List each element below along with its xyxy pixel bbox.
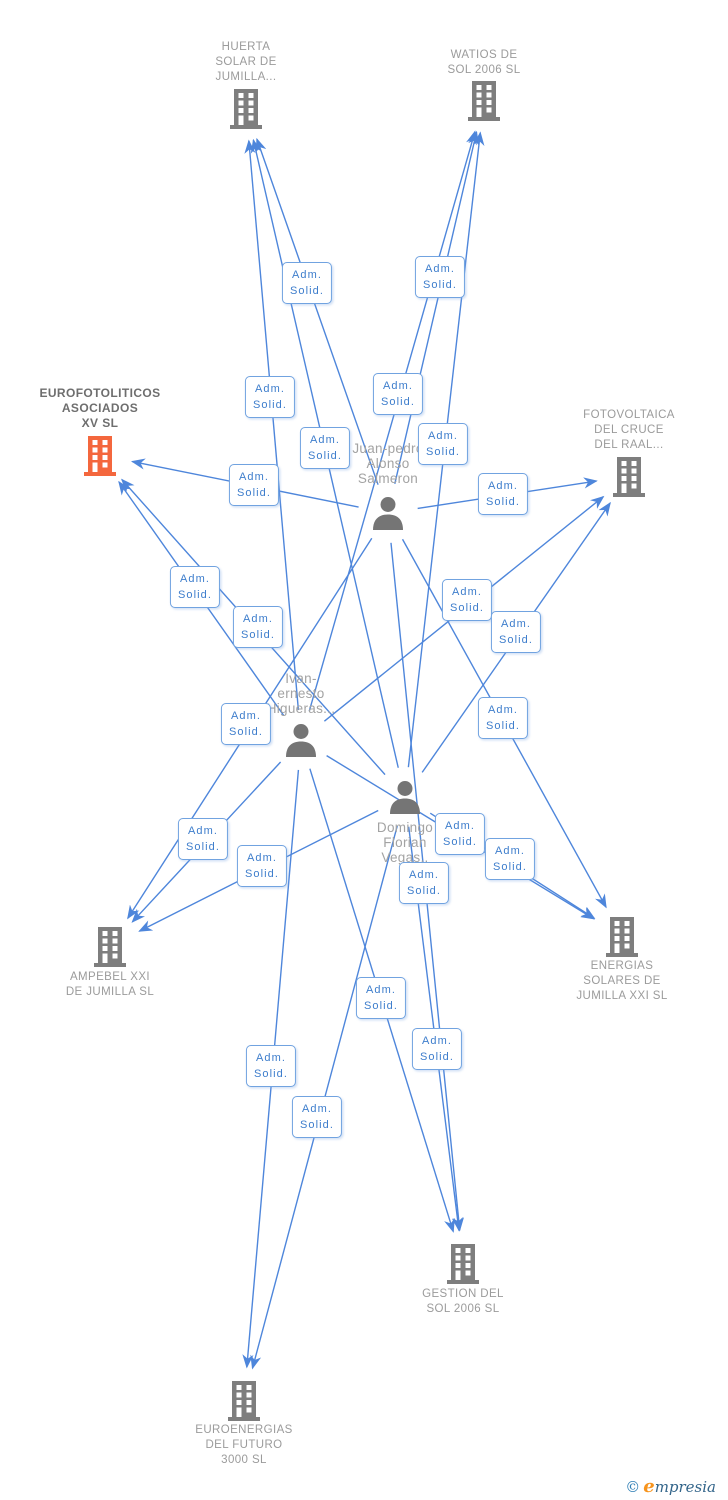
building-icon-eurofoto[interactable] [83,434,117,476]
company-name-energias[interactable]: ENERGIAS SOLARES DE JUMILLA XXI SL [576,960,668,1002]
edge-ivan-watios [308,130,477,712]
edge-label-juanpedro-energias: Adm. Solid. [477,697,529,739]
edge-label-ivan-energias: Adm. Solid. [434,813,486,855]
edge-label-domingo-fotovoltaica: Adm. Solid. [490,611,542,653]
edge-label-ivan-eurofoto: Adm. Solid. [169,566,221,608]
person-icon-juanpedro[interactable] [370,496,406,530]
building-icon-gestion[interactable] [446,1242,480,1284]
edge-label-ivan-huerta: Adm. Solid. [244,376,296,418]
company-name-euroenergias[interactable]: EUROENERGIAS DEL FUTURO 3000 SL [195,1424,293,1466]
edge-label-juanpedro-watios: Adm. Solid. [414,256,466,298]
brand-name: mpresia [654,1478,716,1496]
company-name-gestion[interactable]: GESTION DEL SOL 2006 SL [422,1288,504,1315]
company-name-huerta[interactable]: HUERTA SOLAR DE JUMILLA... [215,41,277,83]
edge-label-juanpedro-fotovoltaica: Adm. Solid. [477,473,529,515]
company-name-watios[interactable]: WATIOS DE SOL 2006 SL [447,49,521,76]
edge-label-ivan-ampebel: Adm. Solid. [177,818,229,860]
edge-label-juanpedro-eurofoto: Adm. Solid. [228,464,280,506]
building-icon-huerta[interactable] [229,87,263,129]
building-icon-ampebel[interactable] [93,925,127,967]
edge-label-domingo-ampebel: Adm. Solid. [236,845,288,887]
edge-label-juanpedro-huerta: Adm. Solid. [281,262,333,304]
building-icon-watios[interactable] [467,79,501,121]
copyright-icon: © [625,1478,641,1496]
brand-initial: e [643,1476,655,1497]
edge-label-ivan-fotovoltaica: Adm. Solid. [441,579,493,621]
edge-label-domingo-watios: Adm. Solid. [417,423,469,465]
person-name-domingo[interactable]: Domingo Florian Vegas.. [376,820,434,865]
company-name-eurofoto[interactable]: EUROFOTOLITICOS ASOCIADOS XV SL [39,386,161,430]
building-icon-euroenergias[interactable] [227,1379,261,1421]
person-icon-ivan[interactable] [283,723,319,757]
edge-label-ivan-watios: Adm. Solid. [372,373,424,415]
edge-label-ivan-euroenergias: Adm. Solid. [245,1045,297,1087]
edge-label-domingo-euroenergias: Adm. Solid. [291,1096,343,1138]
edge-label-domingo-gestion: Adm. Solid. [411,1028,463,1070]
company-name-fotovoltaica[interactable]: FOTOVOLTAICA DEL CRUCE DEL RAAL... [583,409,675,451]
company-name-ampebel[interactable]: AMPEBEL XXI DE JUMILLA SL [65,971,155,998]
edge-juanpedro-huerta [255,137,379,485]
edge-label-juanpedro-ampebel: Adm. Solid. [220,703,272,745]
edge-label-ivan-gestion: Adm. Solid. [355,977,407,1019]
person-name-juanpedro[interactable]: Juan-pedro Alonso Salmeron [352,441,424,486]
edge-label-domingo-eurofoto: Adm. Solid. [232,606,284,648]
edge-juanpedro-watios [394,130,480,484]
person-name-ivan[interactable]: Ivan-ernesto Higueras... [266,671,336,716]
edge-ivan-huerta [244,139,300,711]
person-icon-domingo[interactable] [387,780,423,814]
empresia-watermark-link[interactable]: © empresia [625,1476,716,1497]
edge-label-domingo-huerta: Adm. Solid. [299,427,351,469]
building-icon-energias[interactable] [605,915,639,957]
edge-label-domingo-energias: Adm. Solid. [484,838,536,880]
building-icon-fotovoltaica[interactable] [612,455,646,497]
edge-label-juanpedro-gestion: Adm. Solid. [398,862,450,904]
